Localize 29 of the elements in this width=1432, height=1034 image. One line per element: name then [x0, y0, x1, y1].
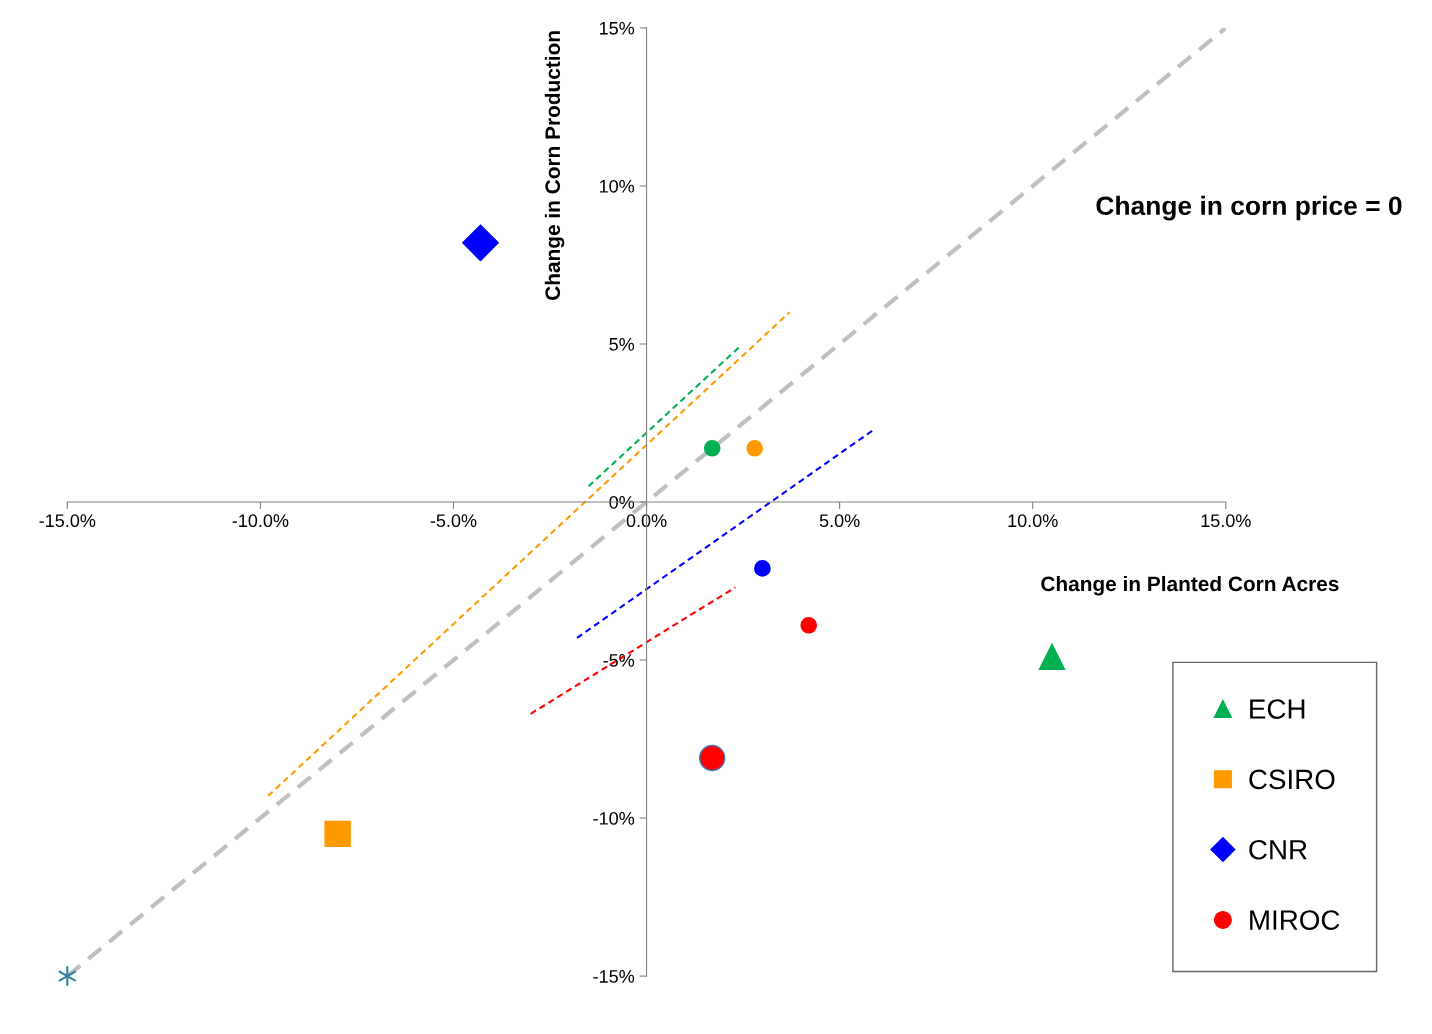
- point: [699, 744, 726, 772]
- legend-label: CSIRO: [1249, 769, 1335, 790]
- y-tick-label: 15%: [599, 21, 635, 35]
- x-tick-label: 10.0%: [1008, 514, 1058, 528]
- point: [1038, 643, 1066, 671]
- point: [703, 439, 721, 457]
- y-tick-label: 0%: [609, 495, 635, 509]
- point: [754, 560, 771, 577]
- point: [324, 820, 351, 848]
- x-tick-label: -5.0%: [430, 514, 477, 528]
- x-tick-label: 0.0%: [626, 514, 667, 528]
- y-tick-label: -10%: [593, 812, 635, 825]
- y-axis-title: Change in Corn Production: [544, 31, 565, 300]
- x-tick-label: 15.0%: [1201, 514, 1251, 528]
- legend-label: ECH: [1250, 699, 1305, 719]
- x-tick-label: 5.0%: [819, 514, 860, 528]
- x-tick-label: -10.0%: [232, 514, 289, 528]
- y-tick-label: -15%: [593, 970, 635, 983]
- x-axis-title: Change in Planted Corn Acres: [1041, 575, 1339, 596]
- point: [746, 439, 764, 457]
- x-tick-label: -15.0%: [39, 514, 96, 528]
- annotation: Change in corn price = 0: [1096, 195, 1402, 221]
- legend-label: MIROC: [1250, 910, 1340, 930]
- point: [462, 224, 499, 262]
- point: [800, 616, 818, 634]
- y-tick-label: 5%: [609, 337, 635, 351]
- y-tick-label: 10%: [599, 179, 635, 193]
- legend-label: CNR: [1249, 839, 1307, 860]
- y-tick-label: -5%: [603, 654, 635, 667]
